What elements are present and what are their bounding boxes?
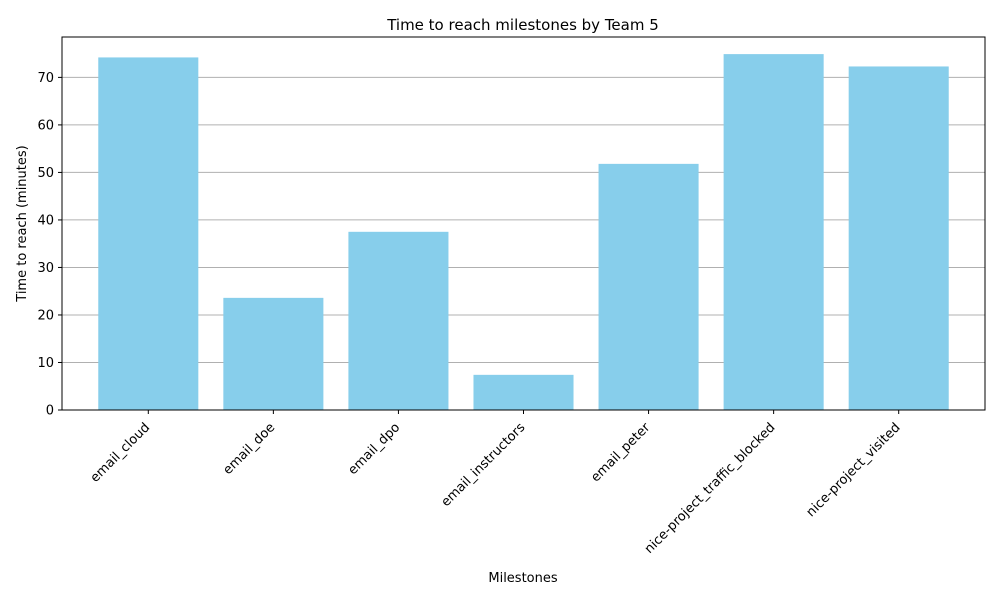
- x-tick-label: email_cloud: [88, 420, 153, 485]
- x-axis-label: Milestones: [488, 571, 557, 586]
- bar-email_peter: [598, 163, 699, 410]
- bar-email_instructors: [473, 374, 574, 410]
- y-tick-label: 0: [46, 404, 54, 419]
- x-axis: email_cloud email_doe email_dpo email_instr…: [88, 410, 904, 557]
- x-tick-label: nice-project_visited: [804, 420, 904, 520]
- y-tick-label: 50: [37, 166, 54, 181]
- bar-email_dpo: [348, 231, 449, 410]
- y-tick-label: 30: [37, 261, 54, 276]
- y-tick-label: 10: [37, 356, 54, 371]
- bar-nice-project_traffic_blocked: [723, 54, 824, 410]
- bar-nice-project_visited: [848, 66, 949, 410]
- bar-email_cloud: [98, 57, 199, 410]
- x-tick-label: email_instructors: [439, 420, 529, 510]
- plot-frame: [61, 36, 986, 411]
- bars: [98, 54, 949, 410]
- x-tick-label: email_dpo: [345, 420, 403, 478]
- y-tick-label: 20: [37, 308, 54, 323]
- y-axis-label: Time to reach (minutes): [15, 145, 30, 302]
- gridlines: [62, 76, 985, 411]
- y-axis: 0 10 20 30 40 50 60 70: [37, 71, 62, 419]
- x-tick-label: email_doe: [221, 420, 279, 478]
- y-tick-label: 70: [37, 71, 54, 86]
- chart-title: Time to reach milestones by Team 5: [386, 16, 659, 34]
- y-tick-label: 40: [37, 213, 54, 228]
- x-tick-label: nice-project_traffic_blocked: [642, 420, 779, 557]
- bar-email_doe: [223, 297, 324, 410]
- x-tick-label: email_peter: [588, 420, 654, 486]
- y-tick-label: 60: [37, 118, 54, 133]
